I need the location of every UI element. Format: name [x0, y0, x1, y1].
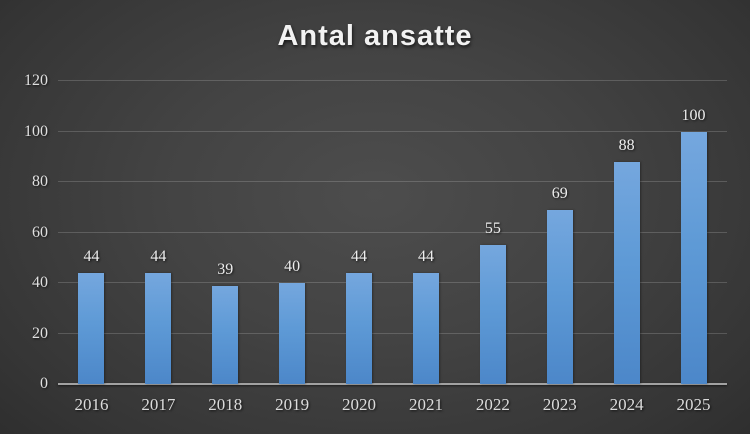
data-label-2017: 44	[150, 247, 167, 265]
bar-2024[interactable]	[613, 161, 640, 384]
gridline-20	[58, 332, 727, 334]
y-tick-label: 120	[24, 72, 48, 89]
x-axis-line	[58, 383, 727, 385]
bar-2022[interactable]	[479, 245, 506, 384]
bar-2019[interactable]	[279, 283, 306, 384]
gridline-60	[58, 231, 727, 233]
data-label-2020: 44	[351, 247, 368, 265]
data-label-2022: 55	[484, 220, 501, 238]
x-label-2016: 2016	[74, 395, 109, 414]
y-tick-label: 0	[40, 375, 48, 392]
bar-2020[interactable]	[346, 272, 373, 384]
y-tick-label: 60	[32, 223, 48, 241]
gridline-120	[58, 80, 727, 81]
bar-2017[interactable]	[145, 272, 172, 384]
x-label-2017: 2017	[141, 395, 176, 414]
bar-2021[interactable]	[412, 272, 439, 384]
data-label-2023: 69	[551, 184, 568, 202]
x-label-2025: 2025	[676, 395, 711, 414]
gridline-40	[58, 282, 727, 283]
x-label-2022: 2022	[475, 395, 510, 414]
bar-2025[interactable]	[680, 131, 707, 384]
y-tick-label: 20	[32, 324, 48, 342]
data-label-2021: 44	[417, 247, 434, 265]
plot-area: 44 44 39 40 44 44 55 69 88 100	[58, 80, 727, 385]
x-label-2023: 2023	[542, 395, 577, 414]
y-tick-label: 80	[32, 173, 48, 190]
x-label-2020: 2020	[342, 395, 377, 414]
bar-2016[interactable]	[78, 272, 105, 384]
chart-title: Antal ansatte	[277, 20, 473, 52]
gridline-100	[58, 130, 727, 132]
data-label-2025: 100	[681, 106, 706, 124]
data-label-2019: 40	[284, 258, 301, 275]
bar-2018[interactable]	[212, 285, 239, 384]
data-label-2024: 88	[618, 136, 635, 154]
x-label-2024: 2024	[609, 395, 644, 414]
y-tick-label: 100	[24, 122, 48, 140]
x-label-2019: 2019	[275, 395, 310, 414]
x-label-2021: 2021	[408, 395, 443, 414]
bar-2023[interactable]	[546, 209, 573, 384]
x-label-2018: 2018	[208, 395, 243, 414]
gridline-80	[58, 181, 727, 182]
data-label-2018: 39	[217, 260, 234, 278]
data-label-2016: 44	[83, 247, 100, 265]
y-tick-label: 40	[32, 274, 48, 291]
